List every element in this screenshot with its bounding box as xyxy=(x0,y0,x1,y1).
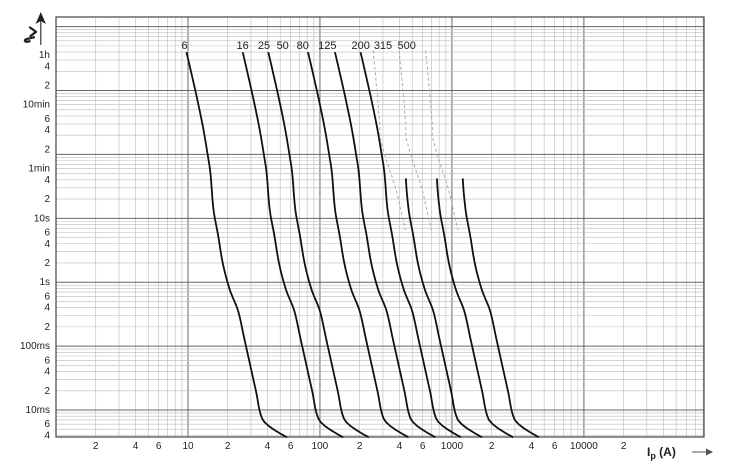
svg-text:10: 10 xyxy=(182,441,194,452)
svg-text:2: 2 xyxy=(489,441,495,452)
svg-text:4: 4 xyxy=(133,441,139,452)
svg-text:2: 2 xyxy=(44,81,50,92)
svg-text:200: 200 xyxy=(352,40,370,52)
svg-text:25: 25 xyxy=(258,40,270,52)
svg-text:100: 100 xyxy=(312,441,329,452)
svg-text:315: 315 xyxy=(374,40,392,52)
svg-text:500: 500 xyxy=(398,40,416,52)
svg-text:100ms: 100ms xyxy=(20,341,50,352)
svg-text:2: 2 xyxy=(44,322,50,333)
svg-text:16: 16 xyxy=(236,40,248,52)
svg-text:6: 6 xyxy=(552,441,558,452)
svg-text:50: 50 xyxy=(277,40,289,52)
svg-text:6: 6 xyxy=(44,419,50,430)
svg-text:4: 4 xyxy=(44,61,50,72)
svg-text:4: 4 xyxy=(44,430,50,441)
svg-text:10000: 10000 xyxy=(570,441,598,452)
svg-text:4: 4 xyxy=(397,441,403,452)
svg-text:6: 6 xyxy=(44,228,50,239)
svg-text:80: 80 xyxy=(297,40,309,52)
svg-text:10ms: 10ms xyxy=(26,405,50,416)
svg-text:10min: 10min xyxy=(23,100,50,111)
svg-text:1s: 1s xyxy=(39,277,50,288)
svg-text:10s: 10s xyxy=(34,213,50,224)
svg-text:4: 4 xyxy=(265,441,271,452)
svg-text:6: 6 xyxy=(288,441,294,452)
svg-text:6: 6 xyxy=(182,40,188,52)
svg-text:1000: 1000 xyxy=(441,441,464,452)
svg-text:2: 2 xyxy=(93,441,99,452)
svg-text:4: 4 xyxy=(44,125,50,136)
svg-text:4: 4 xyxy=(44,367,50,378)
svg-text:2: 2 xyxy=(44,258,50,269)
svg-text:4: 4 xyxy=(44,175,50,186)
svg-text:6: 6 xyxy=(44,355,50,366)
svg-text:4: 4 xyxy=(529,441,535,452)
svg-text:125: 125 xyxy=(318,40,336,52)
svg-text:4: 4 xyxy=(44,303,50,314)
svg-text:4: 4 xyxy=(44,239,50,250)
svg-text:2: 2 xyxy=(621,441,627,452)
svg-text:6: 6 xyxy=(156,441,162,452)
svg-text:2: 2 xyxy=(225,441,231,452)
svg-text:1h: 1h xyxy=(39,50,50,61)
svg-text:6: 6 xyxy=(420,441,426,452)
svg-text:1min: 1min xyxy=(28,164,50,175)
svg-text:2: 2 xyxy=(44,144,50,155)
svg-text:2: 2 xyxy=(357,441,363,452)
svg-text:6: 6 xyxy=(44,114,50,125)
svg-text:2: 2 xyxy=(44,194,50,205)
svg-text:6: 6 xyxy=(44,291,50,302)
svg-text:2: 2 xyxy=(44,386,50,397)
